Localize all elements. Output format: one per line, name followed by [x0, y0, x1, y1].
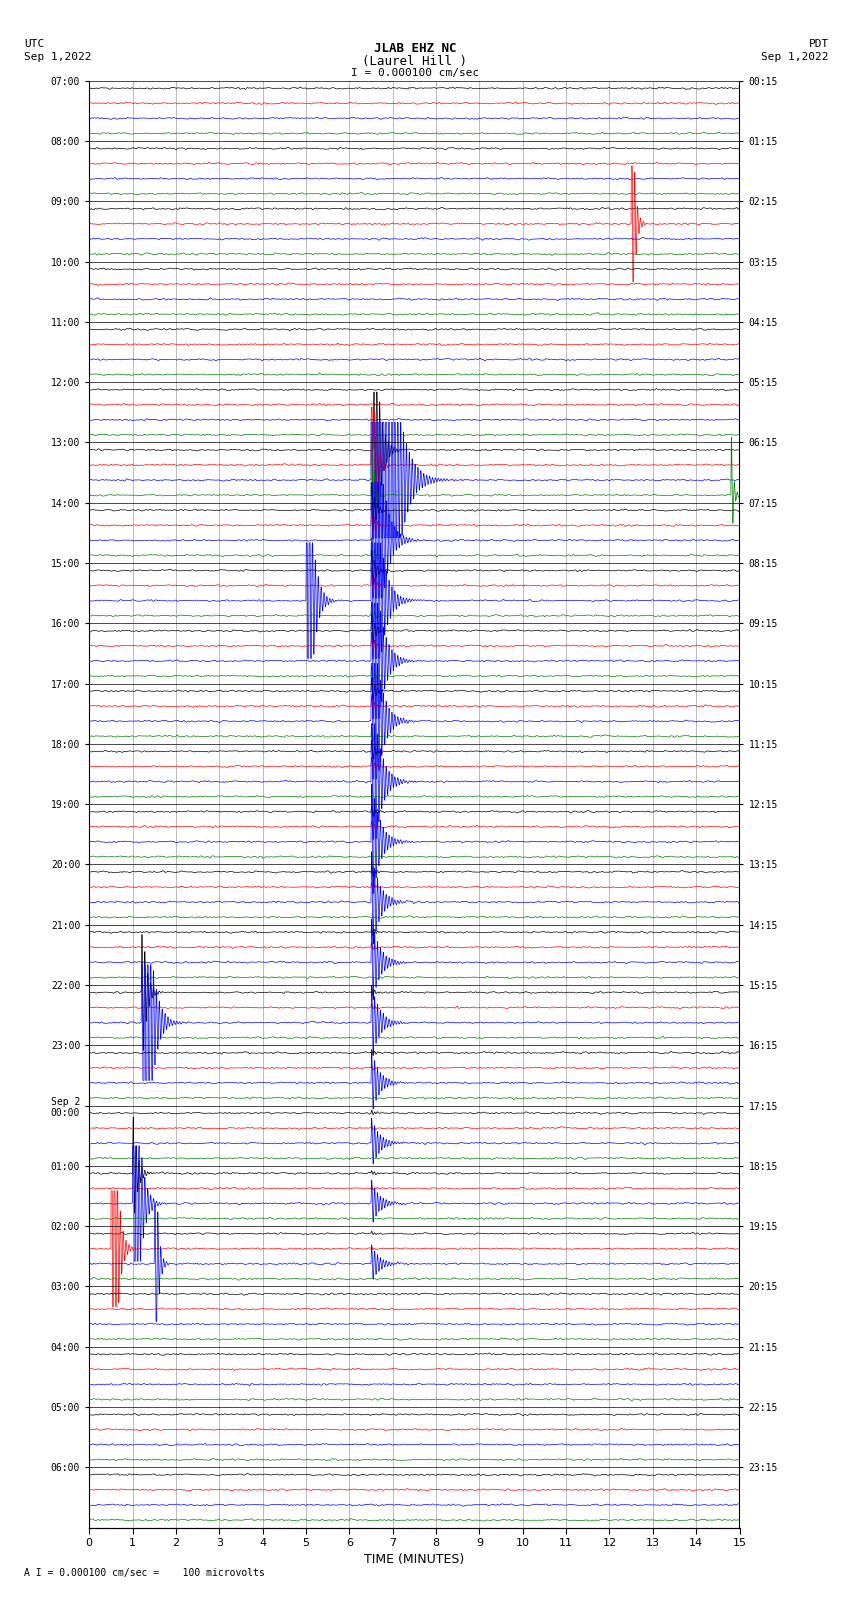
Text: I = 0.000100 cm/sec: I = 0.000100 cm/sec: [351, 68, 479, 77]
Text: UTC: UTC: [24, 39, 44, 48]
Text: PDT: PDT: [808, 39, 829, 48]
Text: Sep 1,2022: Sep 1,2022: [24, 52, 91, 61]
Text: A I = 0.000100 cm/sec =    100 microvolts: A I = 0.000100 cm/sec = 100 microvolts: [24, 1568, 264, 1578]
Text: (Laurel Hill ): (Laurel Hill ): [362, 55, 468, 68]
Text: JLAB EHZ NC: JLAB EHZ NC: [373, 42, 456, 55]
X-axis label: TIME (MINUTES): TIME (MINUTES): [365, 1553, 464, 1566]
Text: Sep 1,2022: Sep 1,2022: [762, 52, 829, 61]
